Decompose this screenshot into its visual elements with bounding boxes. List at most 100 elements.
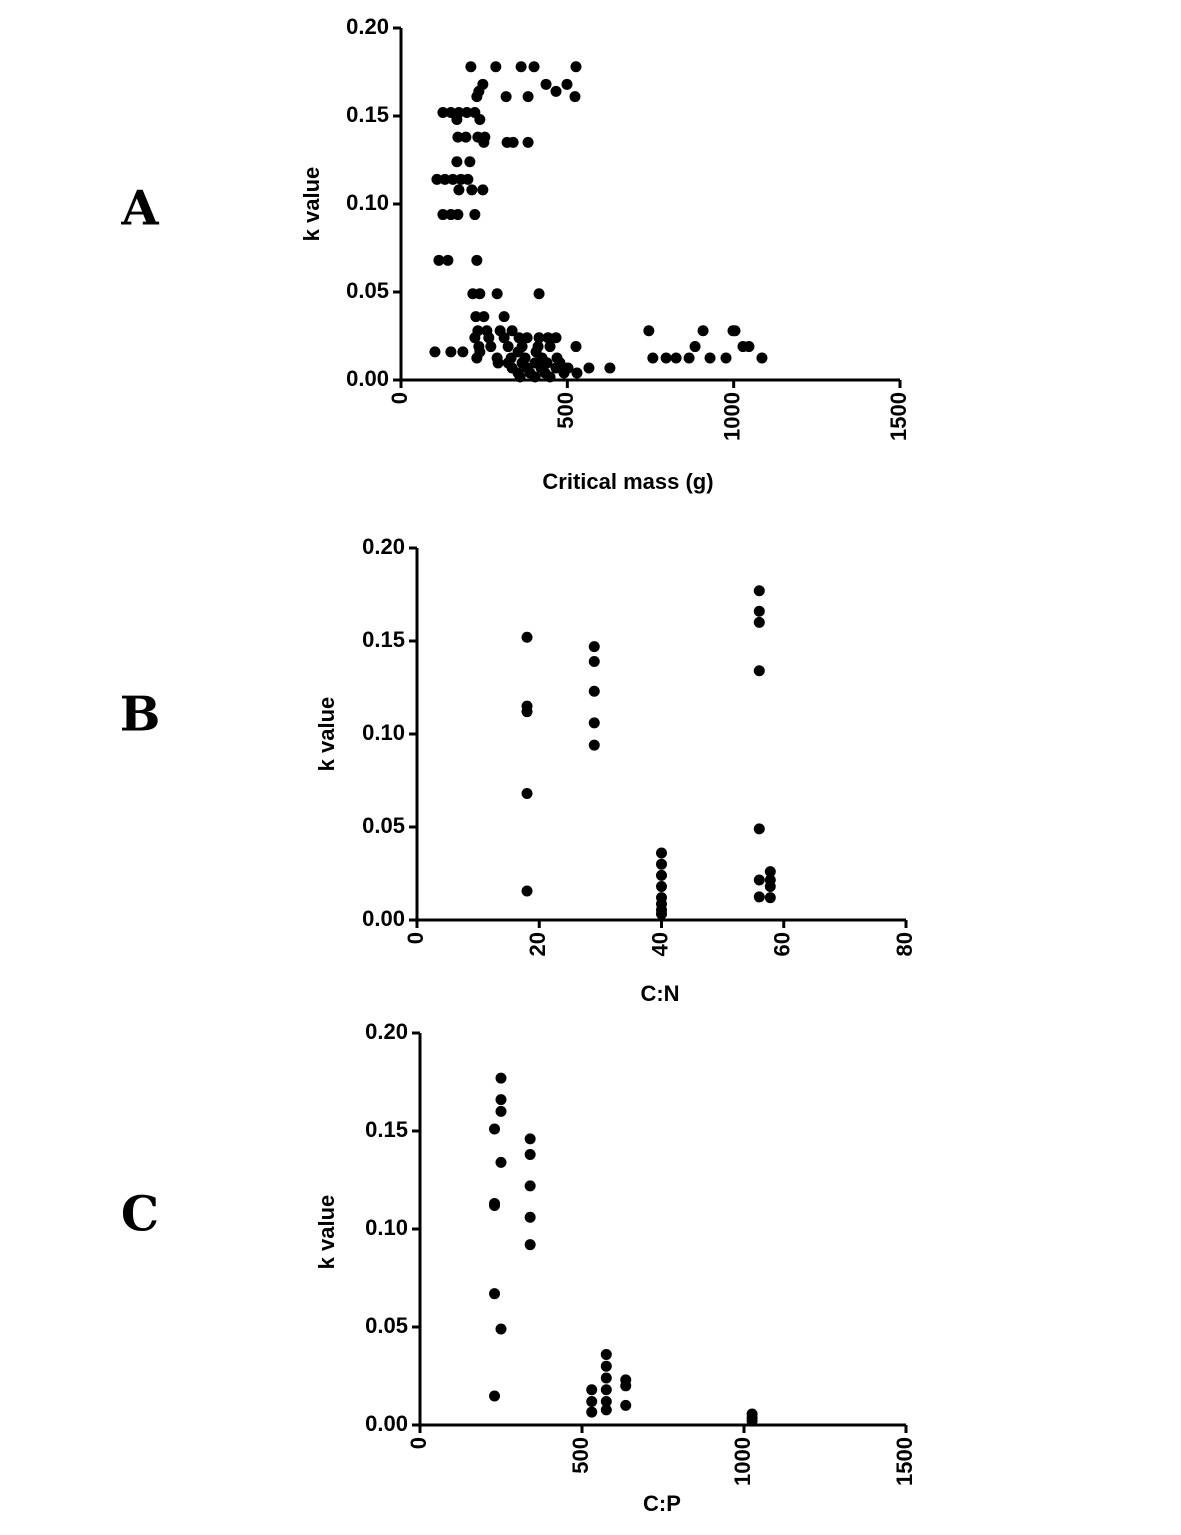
point: [656, 908, 667, 920]
point: [533, 332, 545, 344]
point: [453, 184, 465, 196]
y-axis-title: k value: [314, 697, 339, 772]
point: [764, 892, 776, 904]
point: [500, 91, 512, 103]
y-tick-label: 0.10: [365, 1215, 408, 1240]
point: [588, 641, 600, 653]
point: [464, 156, 476, 168]
point: [620, 1380, 632, 1392]
y-tick-label: 0.15: [346, 102, 389, 127]
point: [704, 352, 716, 364]
point: [753, 665, 765, 677]
point: [764, 881, 776, 893]
y-axis-title: k value: [299, 167, 324, 242]
x-axis-title: C:N: [640, 981, 679, 1006]
point: [502, 341, 514, 353]
point: [656, 869, 667, 881]
point: [542, 332, 554, 344]
point: [586, 1395, 598, 1407]
point: [529, 371, 541, 383]
point: [540, 78, 552, 90]
point: [586, 1406, 598, 1418]
y-tick-label: 0.15: [362, 627, 405, 652]
point: [600, 1360, 612, 1372]
point: [521, 332, 533, 344]
y-tick-label: 0.05: [346, 278, 389, 303]
y-tick-label: 0.20: [365, 1019, 408, 1044]
x-tick-label: 20: [525, 932, 550, 956]
point: [452, 131, 464, 143]
point: [429, 346, 441, 358]
point: [544, 341, 556, 353]
y-tick-label: 0.15: [365, 1117, 408, 1142]
point: [524, 1180, 536, 1192]
point: [670, 352, 682, 364]
point: [462, 173, 474, 185]
point: [524, 1239, 536, 1251]
point: [604, 362, 616, 374]
point: [588, 717, 600, 729]
y-tick-label: 0.10: [346, 190, 389, 215]
point: [513, 332, 525, 344]
point: [521, 706, 533, 718]
point: [600, 1395, 612, 1407]
point: [477, 184, 489, 196]
point: [656, 847, 667, 859]
point: [524, 1133, 536, 1145]
point: [720, 352, 732, 364]
point: [583, 362, 595, 374]
x-axis-title: Critical mass (g): [542, 469, 713, 494]
point: [620, 1399, 632, 1411]
y-tick-label: 0.05: [365, 1313, 408, 1338]
point: [550, 85, 562, 97]
point: [461, 106, 473, 118]
point: [466, 184, 478, 196]
x-tick-label: 0: [403, 932, 428, 944]
point: [478, 311, 490, 323]
point: [753, 585, 765, 597]
point: [524, 1149, 536, 1161]
point: [689, 341, 701, 353]
point: [489, 1288, 501, 1300]
x-tick-label: 1000: [719, 392, 744, 441]
y-tick-label: 0.10: [362, 720, 405, 745]
point: [569, 91, 581, 103]
point: [437, 209, 449, 221]
point: [600, 1372, 612, 1384]
x-tick-label: 1500: [886, 392, 911, 441]
point: [506, 325, 518, 337]
point: [544, 371, 556, 383]
point: [439, 173, 451, 185]
point: [600, 1384, 612, 1396]
x-tick-label: 40: [647, 932, 672, 956]
point: [495, 1156, 507, 1168]
point: [495, 1323, 507, 1335]
point: [474, 114, 486, 126]
point: [431, 173, 443, 185]
point: [483, 332, 495, 344]
point: [660, 352, 672, 364]
point: [498, 311, 510, 323]
point: [469, 332, 481, 344]
point: [465, 61, 477, 73]
point: [588, 655, 600, 667]
point: [498, 332, 510, 344]
point: [433, 254, 445, 266]
point: [697, 325, 709, 337]
point: [469, 209, 481, 221]
point: [489, 1199, 501, 1211]
point: [570, 61, 582, 73]
point: [495, 1105, 507, 1117]
point: [746, 1415, 758, 1427]
point: [570, 341, 582, 353]
point: [550, 362, 562, 374]
point: [533, 288, 545, 300]
point: [507, 136, 519, 148]
y-axis-title: k value: [314, 1195, 339, 1270]
point: [442, 254, 454, 266]
point: [753, 874, 765, 886]
y-tick-label: 0.00: [346, 366, 389, 391]
x-axis-title: C:P: [643, 1491, 681, 1516]
